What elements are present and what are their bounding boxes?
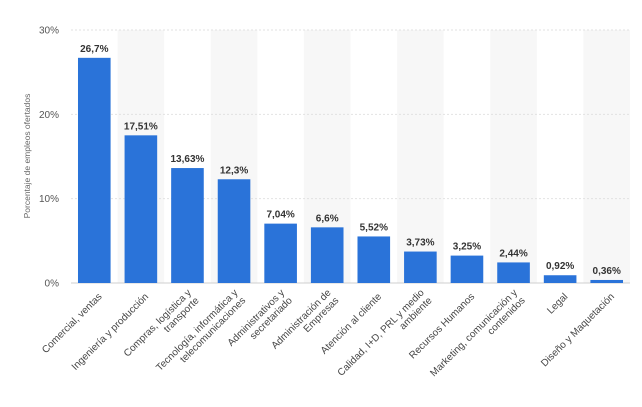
bar [543, 275, 577, 283]
category-label-line: Legal [545, 291, 570, 316]
data-label: 3,25% [453, 242, 481, 253]
data-label: 26,7% [80, 44, 108, 55]
y-tick-label: 10% [39, 194, 59, 205]
data-label: 0,36% [593, 266, 621, 277]
gridlines [71, 29, 630, 284]
bar [497, 262, 530, 283]
bar [590, 279, 624, 283]
data-label: 2,44% [499, 248, 527, 259]
bar [264, 223, 297, 283]
y-axis-ticks: 0% 10% 20% 30% [39, 26, 59, 290]
column-bands [117, 30, 630, 283]
bar [171, 168, 204, 283]
category-label: Ingeniería y producción [70, 291, 151, 372]
data-labels: 26,7% 17,51% 13,63% 12,3% 7,04% 6,6% 5,52% 3,73… [80, 44, 621, 277]
category-label-line: Ingeniería y producción [70, 291, 151, 372]
data-label: 7,04% [266, 210, 294, 221]
y-tick-label: 30% [39, 26, 59, 37]
bar [450, 255, 484, 283]
bar [217, 179, 251, 283]
bars [77, 57, 624, 283]
category-label: Legal [545, 291, 570, 316]
column-band [490, 30, 537, 283]
data-label: 5,52% [360, 222, 388, 233]
y-tick-label: 0% [45, 279, 60, 290]
data-label: 3,73% [406, 238, 434, 249]
data-label: 13,63% [170, 154, 204, 165]
bar [310, 227, 344, 283]
data-label: 12,3% [220, 165, 248, 176]
data-label: 0,92% [546, 261, 574, 272]
bar [124, 135, 158, 283]
column-band [397, 30, 444, 283]
bar [404, 251, 437, 283]
column-band [583, 30, 630, 283]
bar [357, 236, 391, 283]
y-axis-label: Porcentaje de empleos ofertados [22, 94, 32, 219]
data-label: 17,51% [124, 121, 158, 132]
y-tick-label: 20% [39, 110, 59, 121]
bar [77, 57, 111, 283]
data-label: 6,6% [316, 213, 339, 224]
